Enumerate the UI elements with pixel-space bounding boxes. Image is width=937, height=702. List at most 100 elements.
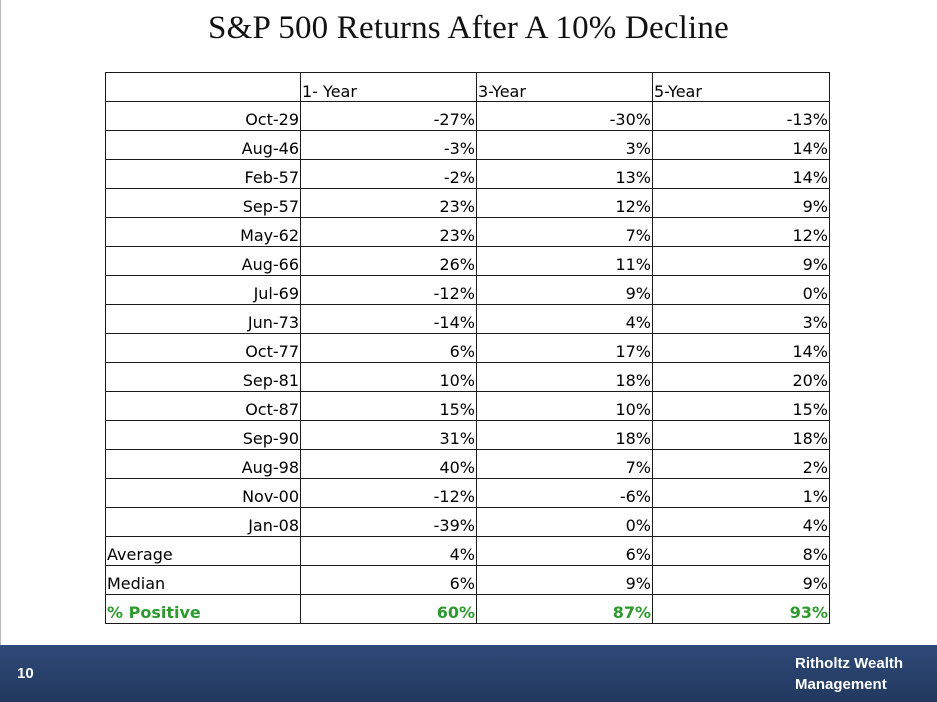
table-row: Oct-87 15% 10% 15%	[105, 391, 830, 421]
row-label-cell: Nov-00	[105, 478, 301, 508]
header-row: 1- Year 3-Year 5-Year	[105, 72, 830, 102]
value-cell: 6%	[300, 565, 477, 595]
value-cell: 7%	[476, 217, 653, 247]
value-cell: 18%	[652, 420, 830, 450]
value-cell: 17%	[476, 333, 653, 363]
row-label-cell: Sep-57	[105, 188, 301, 218]
value-cell: -30%	[476, 101, 653, 131]
table-row: Aug-66 26% 11% 9%	[105, 246, 830, 276]
value-cell: 23%	[300, 188, 477, 218]
value-cell: 14%	[652, 333, 830, 363]
table-row: Sep-90 31% 18% 18%	[105, 420, 830, 450]
table-row: Feb-57 -2% 13% 14%	[105, 159, 830, 189]
value-cell: -12%	[300, 478, 477, 508]
summary-row: % Positive 60% 87% 93%	[105, 594, 830, 624]
row-label-cell: Aug-66	[105, 246, 301, 276]
value-cell: 87%	[476, 594, 653, 624]
row-label-cell: Aug-98	[105, 449, 301, 479]
value-cell: 8%	[652, 536, 830, 566]
value-cell: 9%	[652, 565, 830, 595]
row-label-cell: Feb-57	[105, 159, 301, 189]
value-cell: 9%	[476, 275, 653, 305]
table-row: Nov-00 -12% -6% 1%	[105, 478, 830, 508]
brand-line-2: Management	[795, 676, 887, 693]
value-cell: 18%	[476, 420, 653, 450]
value-cell: -12%	[300, 275, 477, 305]
value-cell: 0%	[652, 275, 830, 305]
row-label-cell: Aug-46	[105, 130, 301, 160]
row-label-cell: Jun-73	[105, 304, 301, 334]
value-cell: 4%	[300, 536, 477, 566]
value-cell: -2%	[300, 159, 477, 189]
row-label-cell: Sep-90	[105, 420, 301, 450]
value-cell: 60%	[300, 594, 477, 624]
slide-title: S&P 500 Returns After A 10% Decline	[208, 10, 729, 46]
brand-line-1: Ritholtz Wealth	[795, 655, 904, 672]
value-cell: 2%	[652, 449, 830, 479]
table-row: Sep-57 23% 12% 9%	[105, 188, 830, 218]
table-row: Aug-98 40% 7% 2%	[105, 449, 830, 479]
value-cell: 3%	[652, 304, 830, 334]
row-label-cell: % Positive	[105, 594, 301, 624]
table-row: Oct-77 6% 17% 14%	[105, 333, 830, 363]
value-cell: 11%	[476, 246, 653, 276]
row-label-cell: Sep-81	[105, 362, 301, 392]
header-cell-5-year: 5-Year	[652, 72, 830, 102]
value-cell: 7%	[476, 449, 653, 479]
value-cell: 6%	[476, 536, 653, 566]
value-cell: -27%	[300, 101, 477, 131]
footer-bar: 10 Ritholtz Wealth Management	[0, 645, 937, 702]
page-number: 10	[17, 665, 34, 682]
value-cell: 0%	[476, 507, 653, 537]
value-cell: 4%	[652, 507, 830, 537]
value-cell: 4%	[476, 304, 653, 334]
value-cell: 18%	[476, 362, 653, 392]
value-cell: 15%	[652, 391, 830, 421]
value-cell: 9%	[476, 565, 653, 595]
value-cell: 40%	[300, 449, 477, 479]
value-cell: -14%	[300, 304, 477, 334]
value-cell: -39%	[300, 507, 477, 537]
returns-table: 1- Year 3-Year 5-Year Oct-29 -27% -30% -13%…	[105, 72, 830, 624]
value-cell: 6%	[300, 333, 477, 363]
value-cell: 3%	[476, 130, 653, 160]
summary-row: Median 6% 9% 9%	[105, 565, 830, 595]
summary-row: Average 4% 6% 8%	[105, 536, 830, 566]
row-label-cell: May-62	[105, 217, 301, 247]
value-cell: 93%	[652, 594, 830, 624]
table-row: Jun-73 -14% 4% 3%	[105, 304, 830, 334]
row-label-cell: Average	[105, 536, 301, 566]
header-cell-3-year: 3-Year	[476, 72, 653, 102]
value-cell: 1%	[652, 478, 830, 508]
value-cell: 23%	[300, 217, 477, 247]
value-cell: 20%	[652, 362, 830, 392]
value-cell: 9%	[652, 188, 830, 218]
value-cell: 12%	[652, 217, 830, 247]
value-cell: 12%	[476, 188, 653, 218]
value-cell: -13%	[652, 101, 830, 131]
table-row: Jan-08 -39% 0% 4%	[105, 507, 830, 537]
table-row: May-62 23% 7% 12%	[105, 217, 830, 247]
row-label-cell: Median	[105, 565, 301, 595]
value-cell: 31%	[300, 420, 477, 450]
header-cell-blank	[105, 72, 301, 102]
value-cell: 14%	[652, 130, 830, 160]
value-cell: 14%	[652, 159, 830, 189]
returns-table-body: 1- Year 3-Year 5-Year Oct-29 -27% -30% -13%…	[105, 72, 830, 624]
value-cell: 15%	[300, 391, 477, 421]
table-row: Oct-29 -27% -30% -13%	[105, 101, 830, 131]
value-cell: -3%	[300, 130, 477, 160]
left-border-line	[0, 0, 1, 645]
row-label-cell: Oct-77	[105, 333, 301, 363]
value-cell: 26%	[300, 246, 477, 276]
row-label-cell: Oct-87	[105, 391, 301, 421]
value-cell: 10%	[476, 391, 653, 421]
table-row: Jul-69 -12% 9% 0%	[105, 275, 830, 305]
value-cell: 9%	[652, 246, 830, 276]
brand-logo-text: Ritholtz Wealth Management	[795, 653, 903, 695]
table-row: Sep-81 10% 18% 20%	[105, 362, 830, 392]
row-label-cell: Jan-08	[105, 507, 301, 537]
table-row: Aug-46 -3% 3% 14%	[105, 130, 830, 160]
value-cell: 13%	[476, 159, 653, 189]
row-label-cell: Jul-69	[105, 275, 301, 305]
